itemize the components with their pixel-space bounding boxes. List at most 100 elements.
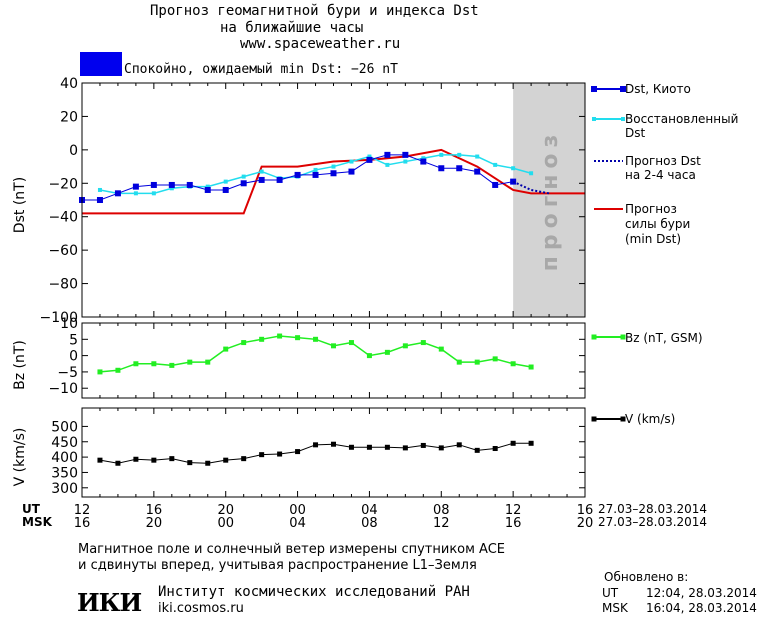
v-point — [115, 460, 121, 466]
dst-kyoto-point — [132, 183, 139, 190]
y-axis-label-1: Bz (nT) — [12, 340, 28, 390]
dst-restored-point — [331, 164, 336, 169]
dst-restored-point — [313, 167, 318, 172]
bz-point — [348, 340, 354, 346]
legend-dst-forecast-2: на 2-4 часа — [625, 168, 696, 182]
dst-restored-point — [385, 162, 390, 167]
v-point — [295, 449, 301, 455]
status-text: Спокойно, ожидаемый min Dst: −26 nT — [124, 62, 398, 77]
y-tick-label: −60 — [48, 243, 78, 259]
iki-logo: ИКИ — [77, 588, 142, 617]
bz-point — [151, 361, 157, 367]
v-point — [348, 444, 354, 450]
dst-kyoto-point — [402, 151, 409, 158]
msk-tick-label: 20 — [577, 516, 594, 531]
msk-tick-label: 16 — [505, 516, 522, 531]
dst-restored-point — [241, 174, 246, 179]
legend-storm-2: силы бури — [625, 217, 691, 231]
bz-point — [366, 353, 372, 359]
legend-sample-v-marker — [620, 416, 626, 422]
msk-axis-label: MSK — [22, 515, 52, 529]
bz-point — [223, 346, 229, 352]
panel-frame-1 — [81, 322, 586, 399]
chart-title-line2: на ближайшие часы — [220, 20, 364, 36]
status-color-swatch — [80, 52, 122, 76]
y-tick-label: 500 — [51, 419, 78, 435]
y-tick-label: 5 — [69, 332, 78, 348]
updated-ut-label: UT — [602, 586, 619, 600]
ut-tick-label: 04 — [361, 503, 378, 518]
msk-tick-label: 08 — [361, 516, 378, 531]
footer-note-line1: Магнитное поле и солнечный ветер измерен… — [78, 542, 506, 557]
dst-restored-point — [511, 166, 516, 171]
v-point — [223, 457, 229, 463]
dst-kyoto-point — [438, 165, 445, 172]
y-tick-label: −40 — [48, 210, 78, 226]
y-axis-label-2: V (km/s) — [12, 428, 28, 487]
ut-tick-label: 20 — [217, 503, 234, 518]
y-tick-label: 400 — [51, 450, 78, 466]
ut-date-range: 27.03–28.03.2014 — [598, 502, 708, 516]
dst-kyoto-point — [492, 181, 499, 188]
legend-sample-dst-kyoto-marker — [620, 86, 626, 92]
dst-restored-point — [151, 191, 156, 196]
dst-restored-point — [259, 169, 264, 174]
dst-restored-point — [349, 159, 354, 164]
bz-point — [528, 364, 534, 370]
legend-sample-dst-kyoto-marker — [591, 86, 597, 92]
chart-title-line1: Прогноз геомагнитной бури и индекса Dst — [150, 3, 479, 19]
updated-msk-label: MSK — [602, 601, 628, 615]
bz-point — [331, 343, 336, 349]
v-point — [331, 441, 336, 447]
dst-kyoto-point — [312, 171, 319, 178]
bz-point — [97, 369, 103, 375]
dst-kyoto-point — [258, 176, 265, 183]
dst-kyoto-point — [330, 170, 337, 177]
v-point — [205, 460, 211, 466]
bz-point — [277, 333, 283, 339]
institute-site[interactable]: iki.cosmos.ru — [158, 601, 244, 616]
y-tick-label: −20 — [48, 176, 78, 192]
source-url[interactable]: www.spaceweather.ru — [240, 36, 401, 52]
dst-restored-point — [169, 186, 174, 191]
dst-restored-point — [421, 156, 426, 161]
y-tick-label: 0 — [69, 143, 78, 159]
v-point — [402, 445, 408, 451]
dst-kyoto-point — [96, 197, 103, 203]
dst-kyoto-point — [456, 165, 463, 172]
msk-tick-label: 04 — [289, 516, 306, 531]
msk-date-range: 27.03–28.03.2014 — [598, 515, 708, 529]
bz-point — [187, 359, 193, 365]
dst-kyoto-point — [150, 181, 157, 188]
y-tick-label: −100 — [40, 310, 78, 326]
dst-kyoto-point — [276, 176, 283, 183]
dst-kyoto-point — [420, 158, 427, 165]
bz-point — [115, 367, 121, 373]
legend-bz: Bz (nT, GSM) — [625, 331, 703, 345]
panel-frame-2 — [81, 407, 586, 498]
dst-kyoto-point — [384, 151, 391, 158]
v-point — [241, 456, 247, 462]
y-tick-label: −5 — [57, 365, 78, 381]
bz-point — [420, 340, 426, 346]
dst-restored-point — [475, 154, 480, 159]
msk-tick-label: 00 — [217, 516, 234, 531]
y-tick-label: 20 — [60, 109, 78, 125]
dst-restored-point — [493, 162, 498, 167]
legend-storm-1: Прогноз — [625, 202, 677, 216]
forecast-zone-label: прогноз — [538, 129, 563, 272]
v-point — [187, 460, 193, 466]
legend-dst-forecast-1: Прогноз Dst — [625, 154, 701, 168]
dst-kyoto-point — [240, 180, 247, 187]
v-point — [420, 442, 426, 448]
dst-kyoto-point — [366, 156, 373, 163]
updated-ut-value: 12:04, 28.03.2014 — [646, 586, 757, 600]
dst-restored-point — [403, 159, 408, 164]
v-point — [510, 440, 516, 446]
y-tick-label: 450 — [51, 435, 78, 451]
panel-frame-0 — [81, 82, 586, 318]
v-point — [456, 442, 462, 448]
v-point — [169, 456, 175, 462]
dst-restored-point — [367, 154, 372, 159]
